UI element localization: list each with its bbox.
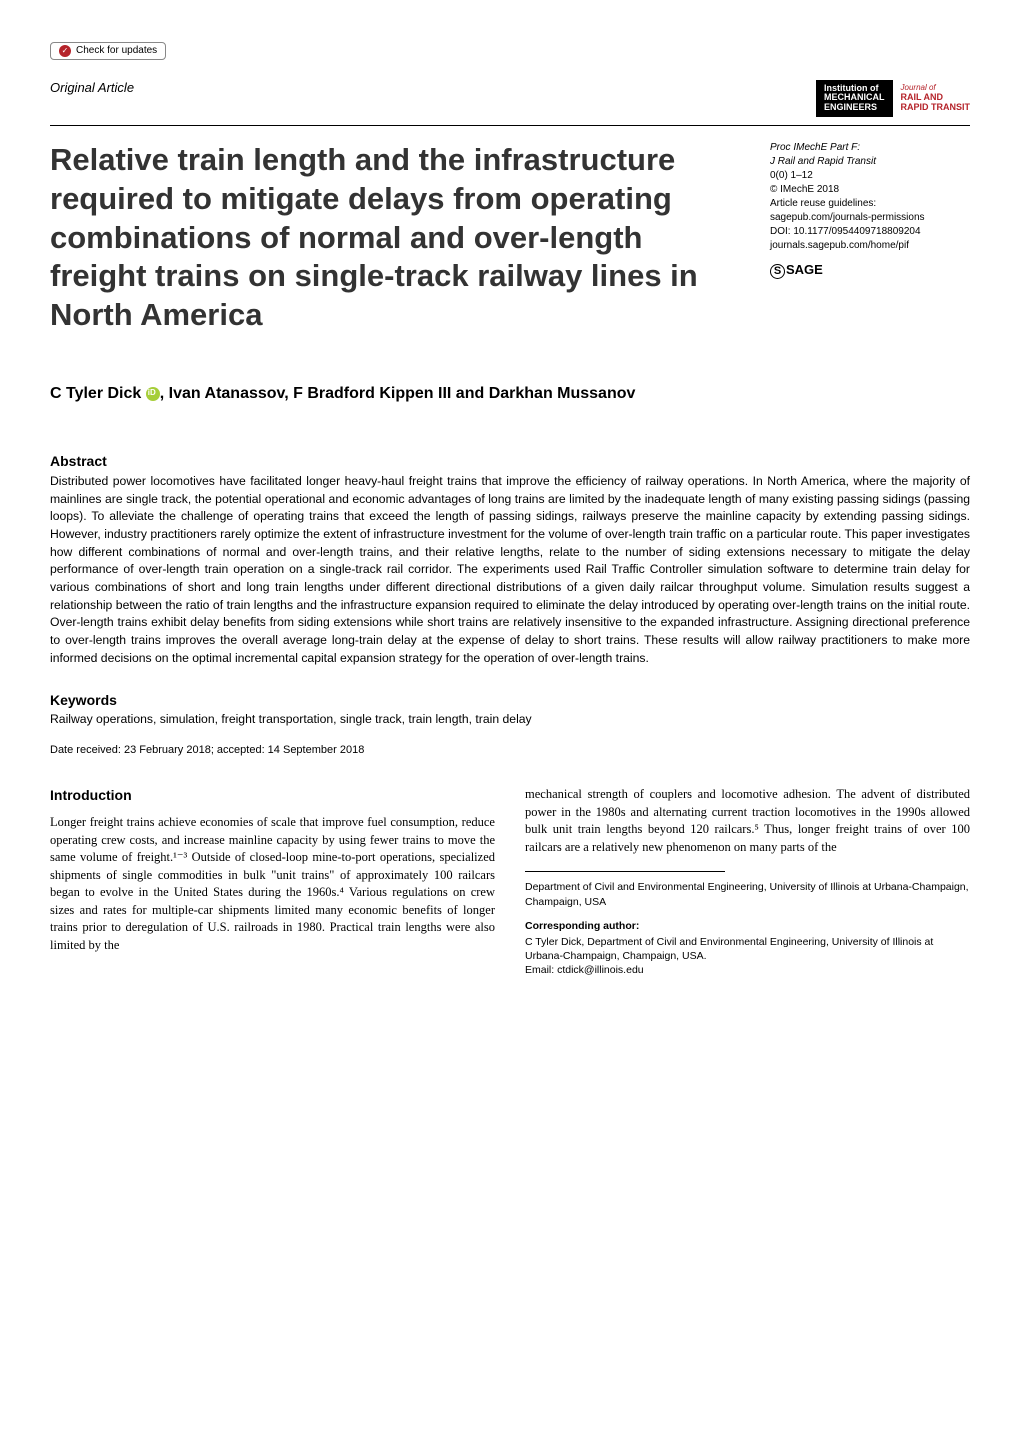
corresponding-email: Email: ctdick@illinois.edu xyxy=(525,963,970,977)
pages: 0(0) 1–12 xyxy=(770,169,970,183)
publisher-logos: Institution of MECHANICAL ENGINEERS Jour… xyxy=(816,80,970,118)
body-columns: Introduction Longer freight trains achie… xyxy=(50,786,970,977)
keywords-heading: Keywords xyxy=(50,692,970,708)
abstract-text: Distributed power locomotives have facil… xyxy=(50,473,970,668)
sage-s-icon: S xyxy=(770,264,785,279)
abstract-heading: Abstract xyxy=(50,453,970,469)
check-updates-icon: ✓ xyxy=(59,45,71,57)
reuse-guidelines: Article reuse guidelines: xyxy=(770,197,970,211)
check-updates-badge[interactable]: ✓ Check for updates xyxy=(50,42,166,60)
footnote-rule xyxy=(525,871,725,872)
reuse-url[interactable]: sagepub.com/journals-permissions xyxy=(770,211,970,225)
copyright: © IMechE 2018 xyxy=(770,183,970,197)
body-column-right: mechanical strength of couplers and loco… xyxy=(525,786,970,977)
logo-line: RAPID TRANSIT xyxy=(901,103,971,113)
title-meta-section: Relative train length and the infrastruc… xyxy=(50,141,970,360)
logo-line: ENGINEERS xyxy=(824,103,885,113)
orcid-icon[interactable] xyxy=(146,387,160,401)
author-lead: C Tyler Dick xyxy=(50,385,141,402)
corresponding-author: C Tyler Dick, Department of Civil and En… xyxy=(525,935,970,963)
article-type: Original Article xyxy=(50,80,134,95)
imeche-logo: Institution of MECHANICAL ENGINEERS xyxy=(816,80,893,118)
title-block: Relative train length and the infrastruc… xyxy=(50,141,740,360)
intro-paragraph: Longer freight trains achieve economies … xyxy=(50,814,495,954)
author-rest: , Ivan Atanassov, F Bradford Kippen III … xyxy=(160,385,636,402)
body-column-left: Introduction Longer freight trains achie… xyxy=(50,786,495,977)
sage-text: SAGE xyxy=(786,262,823,277)
keywords-text: Railway operations, simulation, freight … xyxy=(50,712,970,726)
article-meta: Proc IMechE Part F: J Rail and Rapid Tra… xyxy=(770,141,970,360)
date-received: Date received: 23 February 2018; accepte… xyxy=(50,744,970,756)
doi: DOI: 10.1177/0954409718809204 xyxy=(770,225,970,239)
header-rule xyxy=(50,125,970,126)
journal-url[interactable]: journals.sagepub.com/home/pif xyxy=(770,239,970,253)
header-row: Original Article Institution of MECHANIC… xyxy=(50,80,970,118)
authors: C Tyler Dick , Ivan Atanassov, F Bradfor… xyxy=(50,385,970,403)
corresponding-author-heading: Corresponding author: xyxy=(525,919,970,933)
article-title: Relative train length and the infrastruc… xyxy=(50,141,740,335)
journal-subtitle: J Rail and Rapid Transit xyxy=(770,155,970,169)
intro-paragraph-cont: mechanical strength of couplers and loco… xyxy=(525,786,970,856)
introduction-heading: Introduction xyxy=(50,786,495,806)
journal-name: Proc IMechE Part F: xyxy=(770,141,970,155)
affiliation: Department of Civil and Environmental En… xyxy=(525,880,970,908)
check-updates-label: Check for updates xyxy=(76,45,157,56)
rail-transit-logo: Journal of RAIL AND RAPID TRANSIT xyxy=(901,84,971,113)
sage-logo: SSAGE xyxy=(770,261,970,279)
